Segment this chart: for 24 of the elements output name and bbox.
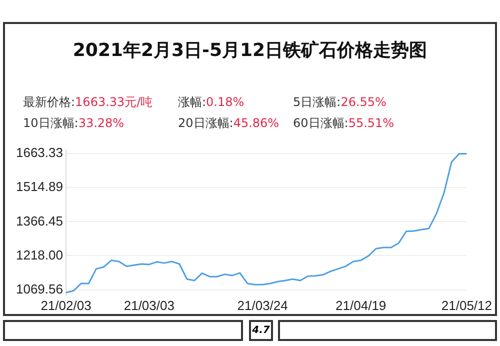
text: 45.86% bbox=[233, 116, 280, 130]
text: 26.55% bbox=[340, 95, 386, 109]
text: 10日涨幅: bbox=[23, 116, 78, 130]
text: 5日涨幅: bbox=[293, 95, 341, 109]
y-tick-label: 1069.56 bbox=[16, 281, 63, 296]
text: 33.28% bbox=[78, 116, 124, 130]
text: 4.7 bbox=[249, 320, 273, 341]
x-tick-label: 21/05/12 bbox=[441, 298, 492, 313]
text: 55.51% bbox=[348, 116, 394, 130]
x-tick-label: 21/03/24 bbox=[237, 298, 288, 313]
text: 0.18% bbox=[206, 95, 244, 109]
y-tick-label: 1366.45 bbox=[16, 213, 63, 228]
x-tick-label: 21/04/19 bbox=[336, 298, 386, 313]
x-tick-label: 21/02/03 bbox=[40, 298, 92, 313]
text: 20日涨幅: bbox=[178, 116, 234, 130]
text: 1663.33元/吨 bbox=[75, 95, 153, 109]
text: 涨幅: bbox=[178, 95, 206, 109]
x-tick-label: 21/03/03 bbox=[124, 298, 174, 313]
text: 60日涨幅: bbox=[293, 116, 348, 130]
y-tick-label: 1663.33 bbox=[16, 145, 63, 160]
y-tick-label: 1218.00 bbox=[16, 247, 63, 262]
chart-title: 2021年2月3日-5月12日铁矿石价格走势图 bbox=[72, 39, 428, 62]
y-tick-label: 1514.89 bbox=[16, 179, 63, 194]
text: 最新价格: bbox=[23, 95, 76, 109]
